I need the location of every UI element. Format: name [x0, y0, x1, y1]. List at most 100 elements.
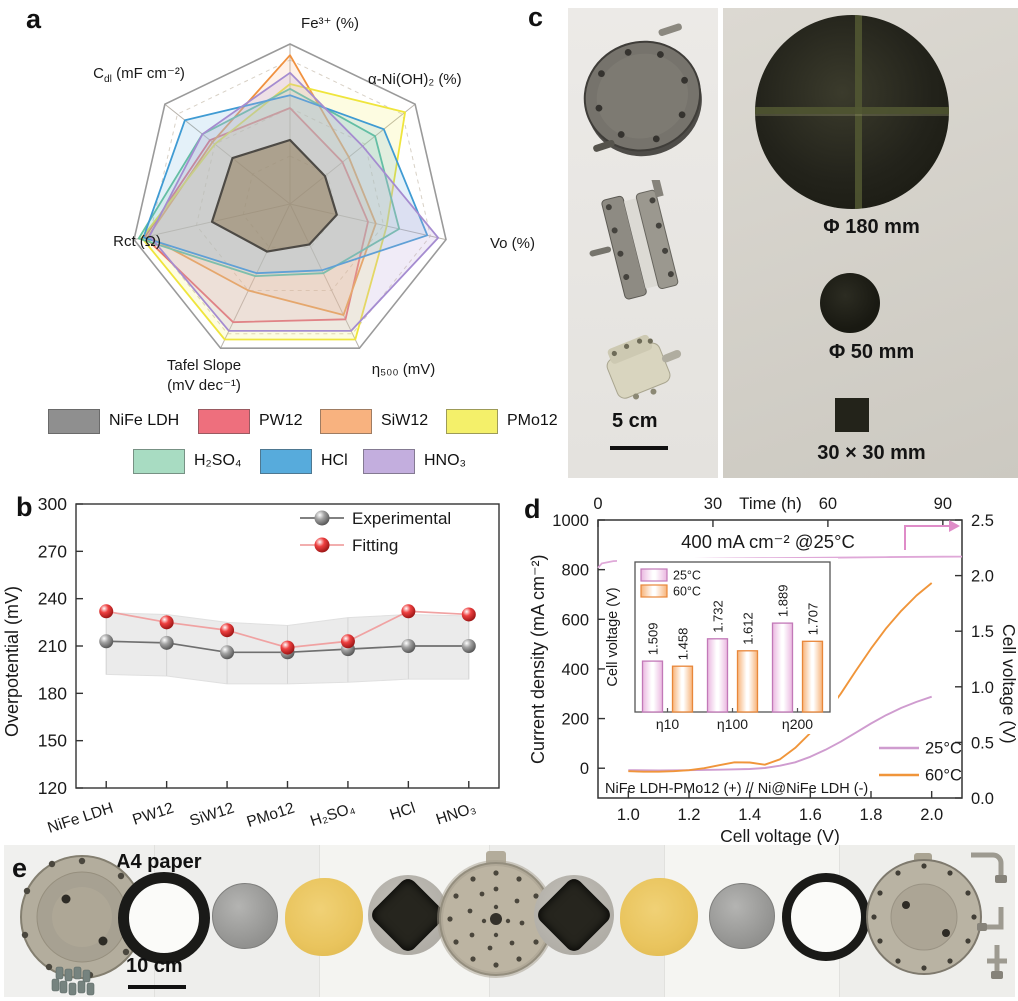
legend-item: PMo12: [446, 408, 558, 434]
photo-small-cell: [606, 334, 682, 400]
legend-item: PW12: [198, 408, 303, 434]
b-marker: [340, 634, 355, 649]
right-axis-arrow: [904, 525, 949, 550]
legend-swatch: [260, 448, 312, 474]
yellow-membrane-left: [285, 878, 363, 956]
d-xtick-top: 0: [593, 495, 602, 513]
tube-fittings: [971, 852, 1007, 979]
label-diameter-180: Φ 180 mm: [823, 216, 920, 238]
legend-swatch: [363, 448, 415, 474]
foam-backing-left: [368, 875, 448, 955]
panel-c-photos: c: [515, 0, 1018, 486]
lsv-curve-60°C: [628, 582, 933, 773]
scale-bar-5cm: [610, 446, 668, 450]
d-ytick-right: 1.5: [971, 623, 994, 641]
b-marker: [401, 604, 416, 619]
b-category-label: HCl: [388, 800, 418, 824]
d-ytick-left: 600: [561, 611, 589, 629]
b-ytick-label: 270: [38, 541, 67, 561]
endplate-right: [866, 853, 982, 975]
inset-bar: [641, 660, 664, 713]
radar-axis-labels: Fe³⁺ (%) α-Ni(OH)₂ (%) Vo (%) η₅₀₀ (mV) Tafe…: [38, 8, 553, 406]
panel-label-d: d: [524, 494, 541, 524]
b-ytick-label: 180: [38, 683, 67, 703]
legend-item: H₂SO₄: [133, 448, 241, 474]
inset-bar-value: 1.458: [676, 628, 691, 661]
legend-swatch: [446, 408, 498, 434]
d-xtick-label: 1.0: [617, 806, 640, 824]
b-category-label: NiFe LDH: [45, 800, 115, 837]
b-marker: [220, 645, 235, 660]
photo-column-electrolyzer: 5 cm: [568, 8, 718, 478]
yellow-membrane-right: [620, 878, 698, 956]
d-xtick-label: 1.8: [860, 806, 883, 824]
inset-bar: [736, 650, 759, 713]
b-marker: [461, 607, 476, 622]
a4-paper-label: A4 paper: [116, 851, 202, 873]
photo-assembled-cell: [589, 180, 679, 300]
b-category-label: HNO₃: [434, 800, 478, 829]
d-legend-label: 25°C: [925, 740, 962, 758]
radar-legend-row-2: H₂SO₄ HCl HNO₃: [0, 448, 560, 476]
radar-axis-label: Rct (Ω): [113, 233, 161, 250]
radar-legend-row-1: NiFe LDH PW12 SiW12 PMo12: [0, 408, 560, 436]
d-ytick-right: 2.5: [971, 512, 994, 530]
foam-backing-right: [534, 875, 614, 955]
legend-item: NiFe LDH: [48, 408, 179, 434]
d-legend-label: 60°C: [925, 767, 962, 785]
d-xlabel: Cell voltage (V): [720, 826, 840, 846]
panel-e-components: e A4 paper: [4, 845, 1015, 997]
b-legend-label: Experimental: [352, 509, 451, 528]
b-marker: [220, 623, 235, 638]
radar-series: [210, 138, 338, 253]
d-ytick-left: 400: [561, 661, 589, 679]
panel-a-radar: a Fe³⁺ (%) α-Ni(OH)₂ (%) Vo (%) η₅₀₀ (mV) Ta…: [0, 0, 558, 490]
b-marker: [159, 635, 174, 650]
b-marker: [401, 639, 416, 653]
inset-bar: [671, 665, 694, 713]
inset-bar: [771, 622, 794, 713]
gray-disc-right: [709, 883, 775, 949]
radar-chart: [133, 43, 447, 350]
panel-label-e: e: [12, 853, 28, 883]
b-category-label: PW12: [130, 800, 175, 829]
inset-legend-label: 60°C: [673, 585, 701, 599]
d-xtick-label: 1.6: [799, 806, 822, 824]
inset-category-label: η200: [782, 716, 813, 732]
d-ytick-right: 2.0: [971, 568, 994, 586]
legend-label: SiW12: [381, 412, 429, 429]
endplate-left: [20, 855, 144, 996]
radar-axis-label: α-Ni(OH)₂ (%): [368, 71, 462, 88]
b-ytick-label: 150: [38, 731, 67, 751]
gray-disc-left: [212, 883, 278, 949]
radar-axis-label: η₅₀₀ (mV): [371, 361, 436, 378]
legend-label: H₂SO₄: [194, 452, 242, 469]
panel-label-c: c: [528, 2, 544, 32]
b-marker: [461, 639, 476, 653]
radar-axis-label: Fe³⁺ (%): [301, 15, 359, 32]
electrode-30mm: [835, 398, 869, 432]
inset-bar-value: 1.889: [776, 585, 791, 618]
o-ring-left: [118, 872, 210, 964]
panel-d-polarization: d Current density (mA cm⁻²) Cell voltage…: [513, 486, 1018, 861]
label-diameter-50: Φ 50 mm: [828, 341, 915, 363]
panel-label-b: b: [16, 492, 33, 522]
inset-bar-value: 1.707: [806, 603, 821, 636]
d-ytick-right: 0.5: [971, 734, 994, 752]
scale-label-10cm: 10 cm: [126, 955, 183, 977]
d-ytick-left: 1000: [552, 512, 589, 530]
b-legend-label: Fitting: [352, 536, 398, 555]
photo-electrodes: Φ 180 mm Φ 50 mm 30 × 30 mm: [723, 8, 1018, 478]
inset-bar-value: 1.612: [741, 612, 756, 645]
radar-axis-label: Cdl (mF cm⁻²): [93, 65, 185, 85]
radar-axis-label: Tafel Slope (mV dec⁻¹): [166, 357, 242, 394]
d-ytick-right: 0.0: [971, 790, 994, 808]
b-ytick-label: 210: [38, 636, 67, 656]
scale-bar-10cm: [128, 985, 186, 989]
d-xtick-label: 1.2: [678, 806, 701, 824]
d-ytick-left: 800: [561, 562, 589, 580]
panel-label-a: a: [26, 4, 42, 34]
b-marker: [159, 615, 174, 630]
inset-bar: [706, 638, 729, 713]
